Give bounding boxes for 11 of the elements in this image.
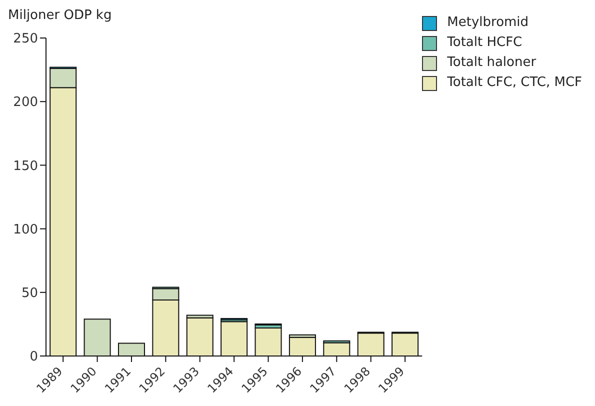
y-tick-label: 0 bbox=[30, 350, 38, 365]
y-tick-label: 100 bbox=[13, 222, 38, 238]
y-tick-label: 150 bbox=[13, 158, 38, 174]
y-axis-title: Miljoner ODP kg bbox=[8, 8, 112, 23]
y-tick-label: 50 bbox=[21, 286, 38, 302]
legend-label: Metylbromid bbox=[447, 14, 529, 32]
y-tick-label: 200 bbox=[13, 95, 38, 110]
y-tick-label: 250 bbox=[13, 32, 38, 47]
legend-label: Totalt HCFC bbox=[447, 34, 522, 52]
legend-label: Totalt CFC, CTC, MCF bbox=[447, 74, 582, 92]
legend-label: Totalt haloner bbox=[447, 54, 536, 72]
